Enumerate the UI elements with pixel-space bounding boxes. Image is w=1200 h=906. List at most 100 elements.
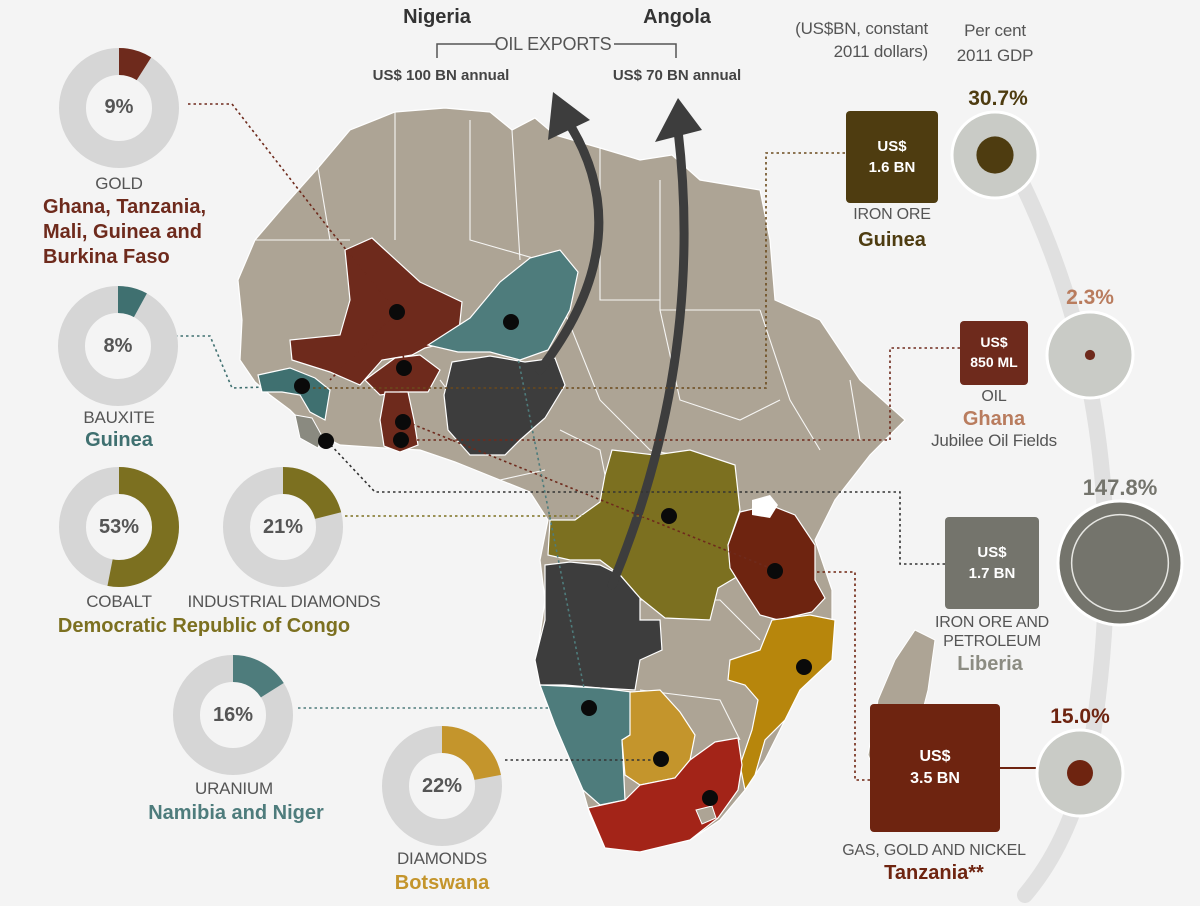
nigeria-label: Nigeria [403, 6, 471, 28]
nigeria-oil-arrow [535, 120, 604, 375]
location-dots [294, 304, 812, 806]
guinea-resource-label: IRON ORE [853, 206, 931, 223]
gold-countries-line-3: Burkina Faso [43, 246, 170, 268]
liberia-gdp-dot [1070, 513, 1170, 613]
dot-ghana-1 [395, 414, 411, 430]
bauxite-connector [175, 335, 303, 389]
dot-mali [389, 304, 405, 320]
ghana-oil-connector [402, 347, 960, 441]
dot-ghana-2 [393, 432, 409, 448]
diamonds-pct: 22% [421, 775, 463, 797]
guinea-gdp-dot [976, 136, 1014, 174]
tanzania-gdp-dot [1067, 760, 1093, 786]
dot-tanzania [767, 563, 783, 579]
dot-guinea [294, 378, 310, 394]
gold-resource-label: GOLD [95, 174, 143, 193]
guinea-region [257, 367, 331, 421]
oil-export-arrows [535, 92, 702, 590]
mozambique-region [727, 614, 836, 792]
gdp-line-1: Per cent [964, 21, 1026, 40]
drc-country: Democratic Republic of Congo [57, 615, 351, 637]
bauxite-donut-value [58, 286, 178, 406]
tanzania-region [727, 504, 826, 621]
ghana-deal-currency: US$ [980, 334, 1008, 351]
bauxite-resource-label: BAUXITE [83, 408, 155, 427]
lake-victoria [752, 495, 778, 518]
diamonds-donut-value [382, 726, 502, 846]
bauxite-pct: 8% [103, 335, 133, 357]
nigeria-oil-arrowhead [548, 92, 590, 140]
bauxite-country: Guinea [85, 429, 153, 451]
dot-mozambique [796, 659, 812, 675]
oil-exports-label: OIL EXPORTS [494, 34, 612, 54]
dot-southafrica [702, 790, 718, 806]
liberia-gdp-circle [1056, 499, 1184, 627]
liberia-resource-line-1: IRON ORE AND [934, 614, 1050, 631]
diamonds-resource-label: DIAMONDS [396, 849, 488, 868]
industrial-diamonds-resource-label: INDUSTRIAL DIAMONDS [187, 592, 381, 611]
tanzania-deal-amount: 3.5 BN [910, 770, 960, 787]
cobalt-resource-label: COBALT [86, 592, 152, 611]
liberia-deal-country: Liberia [957, 653, 1023, 675]
guinea-deal-country: Guinea [858, 229, 926, 251]
guinea-gdp-pct: 30.7% [968, 87, 1028, 110]
ghana-gdp-dot [1084, 349, 1096, 361]
tanzania-gdp-pct: 15.0% [1050, 705, 1110, 728]
ghana-extra-label: Jubilee Oil Fields [931, 431, 1057, 450]
gold-connector [188, 103, 398, 313]
angola-label: Angola [643, 6, 711, 28]
liberia-deal-box: US$ 1.7 BN [945, 517, 1039, 609]
angola-oil-value: US$ 70 BN annual [612, 67, 742, 84]
dot-drc [661, 508, 677, 524]
donut-charts [58, 48, 502, 846]
liberia-gdp-pct: 147.8% [1082, 475, 1158, 500]
gold-countries-line-1: Ghana, Tanzania, [43, 196, 206, 218]
lesotho [695, 805, 717, 825]
africa-map [237, 107, 936, 853]
cobalt-pct: 53% [98, 516, 140, 538]
liberia-deal-currency: US$ [977, 544, 1007, 561]
uranium-donut-value [173, 655, 293, 775]
ghana-deal-country: Ghana [962, 408, 1026, 430]
guinea-iron-connector [302, 152, 845, 389]
gold-countries-line-2: Mali, Guinea and [43, 221, 202, 243]
units-note: (US$BN, constant 2011 dollars) [795, 19, 929, 61]
tanzania-deal-box: US$ 3.5 BN [870, 704, 1000, 832]
gold-pct: 9% [104, 96, 134, 118]
gdp-note: Per cent 2011 GDP [956, 21, 1034, 65]
nigeria-oil-value: US$ 100 BN annual [372, 67, 510, 84]
gold-donut-value [59, 48, 179, 168]
uranium-countries: Namibia and Niger [148, 802, 324, 824]
uranium-resource-label: URANIUM [195, 779, 273, 798]
tanzania-connector [775, 571, 870, 781]
industrial_diamonds-donut-value [223, 467, 343, 587]
guinea-deal-currency: US$ [877, 138, 907, 155]
ghana-gdp-pct: 2.3% [1066, 286, 1114, 309]
liberia-resource-line-2: PETROLEUM [943, 633, 1041, 650]
tanzania-deal-currency: US$ [919, 747, 951, 765]
dot-niger [503, 314, 519, 330]
units-line-2: 2011 dollars) [833, 41, 929, 61]
tanzania-resource-label: GAS, GOLD AND NICKEL [842, 842, 1026, 859]
gdp-line-2: 2011 GDP [956, 45, 1034, 65]
guinea-deal-amount: 1.6 BN [868, 159, 916, 176]
liberia-deal-amount: 1.7 BN [968, 565, 1016, 582]
gold-countries: Ghana, Tanzania, Mali, Guinea and Burkin… [43, 195, 206, 270]
gold-connector-4 [401, 419, 776, 571]
angola-region [534, 561, 663, 691]
liberia-connector [325, 439, 945, 565]
gdp-circles [950, 110, 1184, 818]
oil-exports-brackets [436, 43, 677, 58]
angola-oil-arrow [607, 125, 689, 590]
ghana-resource-label: OIL [981, 388, 1007, 405]
industrial-diamonds-pct: 21% [262, 516, 304, 538]
dot-botswana [653, 751, 669, 767]
cobalt-donut-value [59, 467, 179, 587]
mali-region [289, 237, 463, 386]
units-line-1: (US$BN, constant [795, 19, 928, 38]
guinea-deal-box: US$ 1.6 BN [846, 111, 938, 203]
angola-oil-arrowhead [655, 98, 702, 142]
tanzania-deal-country: Tanzania** [884, 862, 984, 884]
niger-region [426, 249, 579, 361]
